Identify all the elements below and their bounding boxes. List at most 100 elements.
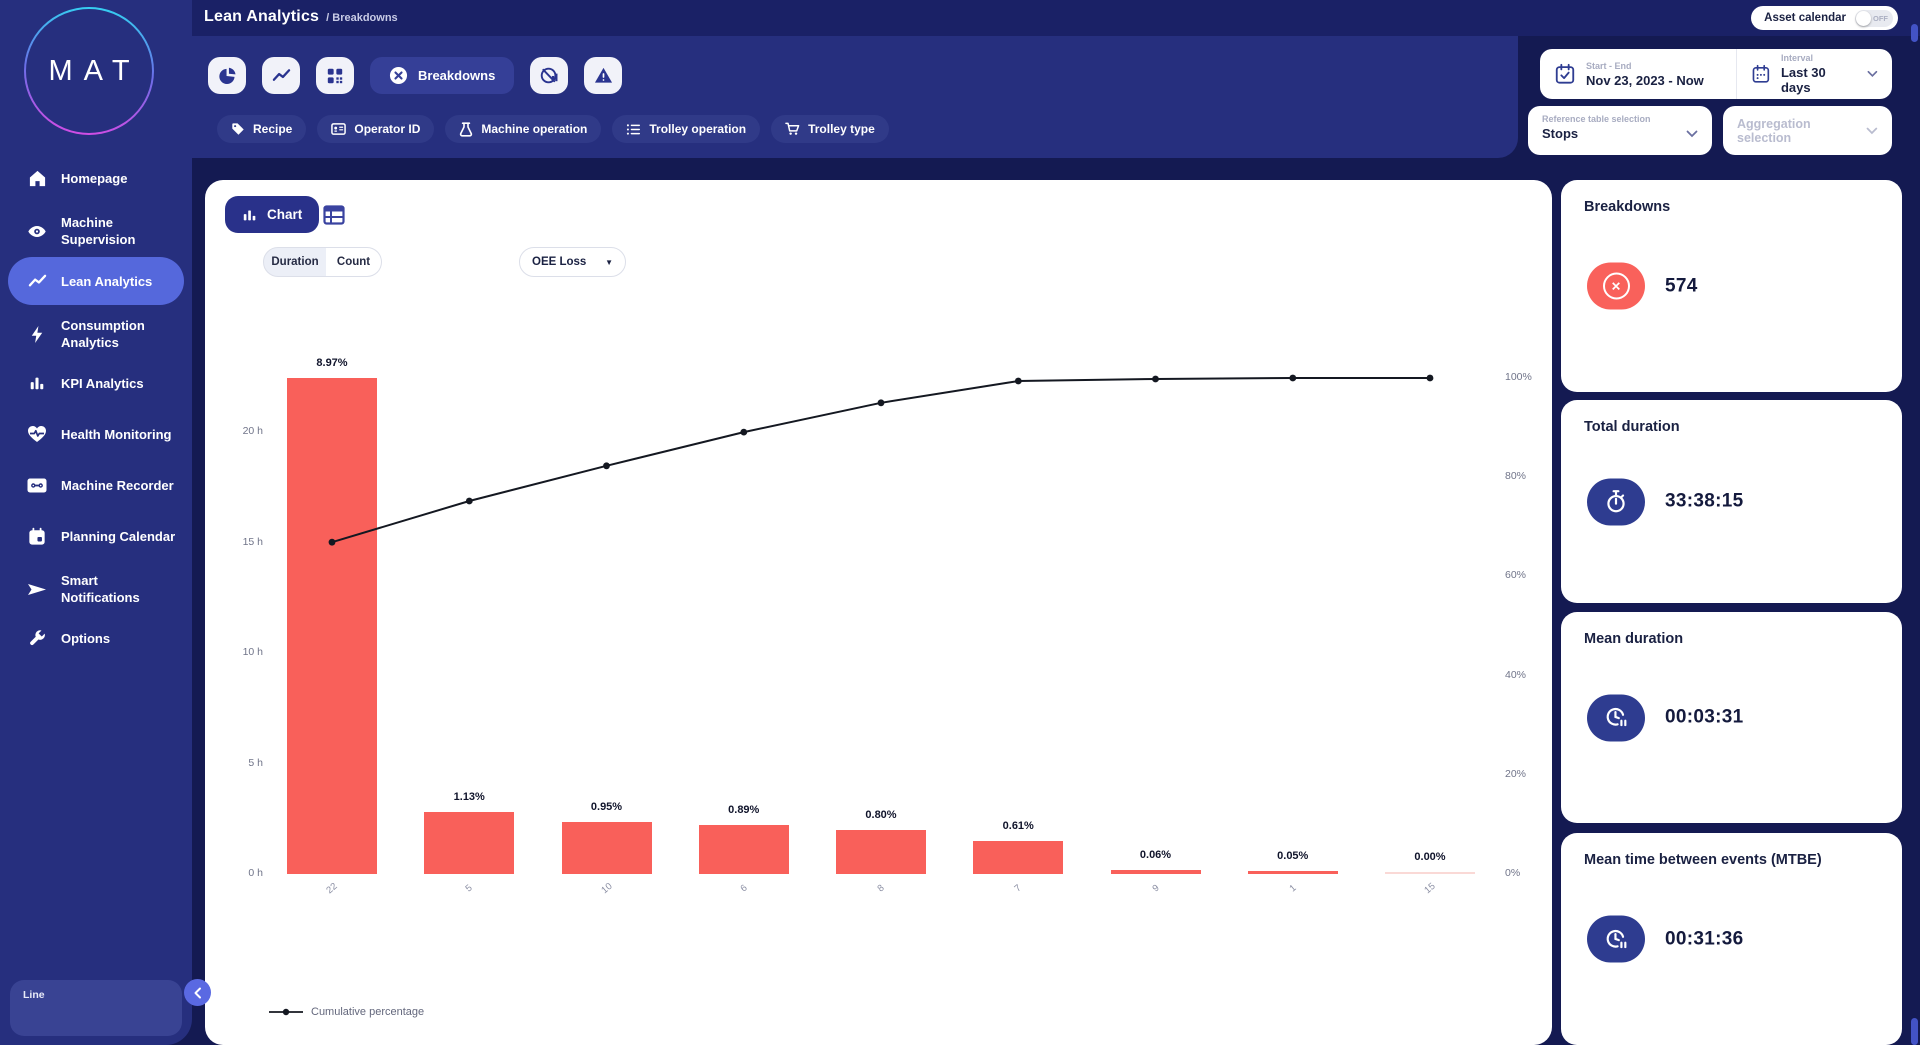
kpi-card-title: Total duration [1584, 419, 1680, 435]
cumulative-point[interactable] [465, 497, 473, 505]
x-axis-category-label: 5 [463, 882, 475, 895]
list-icon [627, 123, 641, 135]
sidebar-item-lean-analytics[interactable]: Lean Analytics [8, 257, 184, 305]
cumulative-line [328, 374, 1434, 546]
stopwatch-icon [1587, 478, 1645, 525]
cumulative-point[interactable] [1426, 374, 1434, 382]
chevron-down-icon [1866, 127, 1878, 134]
kpi-card-value: 00:03:31 [1665, 706, 1744, 728]
sidebar-item-label: Smart Notifications [61, 573, 140, 605]
line-chart-view-button[interactable] [262, 57, 300, 94]
sidebar-item-planning-calendar[interactable]: Planning Calendar [0, 524, 192, 548]
tab-duration[interactable]: Duration [263, 247, 327, 277]
pareto-bar[interactable] [1247, 871, 1338, 874]
start-end-value: Nov 23, 2023 - Now [1586, 72, 1704, 88]
pareto-bar[interactable] [698, 824, 789, 874]
filter-chip-trolley-operation[interactable]: Trolley operation [612, 115, 761, 143]
sidebar-item-kpi-analytics[interactable]: KPI Analytics [0, 371, 192, 395]
toggle-switch[interactable]: OFF [1855, 9, 1893, 27]
heart-pulse-icon [27, 424, 47, 444]
sidebar-item-options[interactable]: Options [0, 626, 192, 650]
sidebar-item-smart-notifications[interactable]: Smart Notifications [0, 570, 192, 608]
sidebar-item-health-monitoring[interactable]: Health Monitoring [0, 422, 192, 446]
kpi-card-total-duration: Total duration 33:38:15 [1561, 400, 1902, 603]
filter-chip-recipe[interactable]: Recipe [217, 115, 307, 143]
bar-chart-icon [243, 210, 256, 220]
sidebar-collapse-button[interactable] [184, 979, 211, 1006]
pareto-bar[interactable] [973, 840, 1064, 874]
sidebar-item-machine-recorder[interactable]: Machine Recorder [0, 473, 192, 497]
tab-duration-label: Duration [271, 256, 319, 268]
pareto-bar[interactable] [287, 378, 377, 874]
cumulative-point[interactable] [740, 428, 748, 436]
sidebar-item-machine-supervision[interactable]: Machine Supervision [0, 212, 192, 250]
chart-tab[interactable]: Chart [225, 196, 320, 233]
x-axis-category-label: 7 [1012, 882, 1024, 895]
asset-calendar-label: Asset calendar [1764, 12, 1846, 24]
breadcrumb: Lean Analytics / Breakdowns [204, 8, 398, 26]
kpi-card-breakdowns: Breakdowns ✕ 574 [1561, 180, 1902, 392]
oee-loss-view-button[interactable] [530, 57, 569, 94]
cumulative-point[interactable] [877, 399, 885, 407]
bar-percent-label: 8.97% [316, 357, 348, 369]
filter-chip-operator-id[interactable]: Operator ID [317, 115, 435, 143]
reference-table-select[interactable]: Reference table selection Stops [1528, 106, 1712, 155]
tab-count[interactable]: Count [326, 247, 382, 277]
pareto-bar[interactable] [836, 829, 926, 874]
sidebar-item-label: KPI Analytics [61, 375, 144, 391]
calendar-icon [27, 526, 47, 546]
cumulative-point[interactable] [1289, 374, 1297, 382]
bar-percent-label: 1.13% [453, 790, 485, 803]
right-axis-tick: 40% [1505, 668, 1527, 681]
cumulative-point[interactable] [603, 462, 610, 470]
grid-view-button[interactable] [316, 57, 354, 94]
pareto-bar[interactable] [424, 811, 515, 874]
pareto-bar[interactable] [1385, 872, 1475, 874]
pie-chart-view-button[interactable] [208, 57, 246, 94]
reference-table-value: Stops [1542, 126, 1579, 141]
breakdowns-view-button[interactable]: Breakdowns [370, 57, 515, 94]
left-axis-tick: 10 h [242, 646, 263, 659]
alerts-view-button[interactable] [584, 57, 623, 94]
reference-table-label: Reference table selection [1542, 114, 1651, 124]
cumulative-point[interactable] [1014, 377, 1022, 385]
x-axis-category-label: 6 [738, 882, 750, 895]
pareto-bar[interactable] [561, 821, 652, 874]
clock-pause-icon [1587, 694, 1645, 741]
filter-chip-trolley-type[interactable]: Trolley type [771, 115, 889, 143]
chevron-left-icon [194, 987, 201, 998]
pareto-bar[interactable] [1110, 870, 1201, 874]
aggregation-label: Aggregation selection [1737, 116, 1811, 145]
left-axis-tick: 15 h [242, 535, 263, 548]
app-logo: MAT [24, 7, 154, 135]
logo-text: MAT [26, 9, 152, 133]
wrench-icon [27, 628, 47, 648]
bolt-icon [27, 324, 47, 344]
x-axis-category-label: 1 [1287, 882, 1299, 895]
bar-percent-label: 0.80% [865, 808, 897, 821]
home-icon [27, 168, 47, 188]
sidebar-item-consumption-analytics[interactable]: Consumption Analytics [0, 315, 192, 353]
metric-dropdown[interactable]: OEE Loss ▼ [519, 247, 626, 277]
scrollbar-thumb-top[interactable] [1911, 24, 1918, 42]
start-end-field[interactable]: Start - End Nov 23, 2023 - Now [1540, 49, 1738, 99]
sidebar-item-homepage[interactable]: Homepage [0, 166, 192, 190]
scrollbar-thumb-bottom[interactable] [1911, 1018, 1918, 1045]
calendar-check-icon [1555, 63, 1575, 84]
sidebar-item-label: Machine Recorder [61, 477, 174, 493]
trend-icon [27, 271, 47, 291]
interval-field[interactable]: Interval Last 30 days [1737, 49, 1892, 99]
table-view-button[interactable] [322, 203, 346, 227]
x-axis-category-label: 9 [1149, 882, 1162, 895]
aggregation-select[interactable]: Aggregation selection [1723, 106, 1892, 155]
bar-percent-label: 0.89% [728, 803, 760, 816]
sidebar-item-label: Machine Supervision [61, 215, 136, 247]
cumulative-point[interactable] [1152, 375, 1159, 383]
filter-chip-machine-operation[interactable]: Machine operation [445, 115, 602, 143]
line-legend-panel[interactable]: Line [10, 980, 182, 1036]
asset-calendar-toggle[interactable]: Asset calendar OFF [1751, 6, 1898, 30]
slashed-chart-icon [540, 67, 558, 84]
interval-label: Interval [1780, 53, 1813, 63]
kpi-card-title: Breakdowns [1584, 199, 1671, 215]
chip-label: Trolley operation [649, 122, 747, 136]
